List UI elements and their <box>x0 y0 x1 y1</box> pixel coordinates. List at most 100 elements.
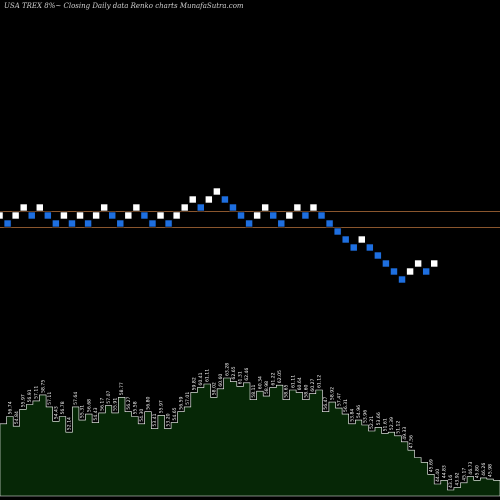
volume-label: 56.27 <box>126 396 132 409</box>
change-label: 8%~ <box>44 2 62 10</box>
renko-brick-up <box>309 203 318 212</box>
renko-brick-down <box>3 219 12 228</box>
volume-label: 58.11 <box>251 384 257 397</box>
renko-brick-down <box>390 267 398 276</box>
renko-brick-up <box>213 187 221 196</box>
renko-brick-down <box>422 267 430 276</box>
volume-label: 61.11 <box>205 369 211 382</box>
volume-label: 51.61 <box>382 418 388 431</box>
renko-brick-down <box>398 275 406 284</box>
volume-label: 57.11 <box>34 386 40 399</box>
volume-label: 61.22 <box>271 372 277 385</box>
renko-brick-up <box>0 211 4 220</box>
renko-brick-down <box>164 219 173 228</box>
renko-brick-down <box>221 195 229 204</box>
renko-brick-down <box>365 243 374 252</box>
volume-label: 56.68 <box>86 399 92 412</box>
renko-brick-down <box>237 211 245 220</box>
volume-label: 46.26 <box>481 463 487 476</box>
volume-label: 56.47 <box>323 396 329 409</box>
renko-brick-down <box>84 219 92 228</box>
caption-label: Closing Daily data Renko charts MunafaSu… <box>63 2 244 10</box>
volume-label: 57.07 <box>106 390 112 403</box>
volume-label: 58.60 <box>303 384 309 397</box>
volume-label: 61.31 <box>238 371 244 384</box>
volume-label: 49.33 <box>402 427 408 440</box>
volume-label: 58.92 <box>330 387 336 400</box>
renko-brick-up <box>11 211 20 220</box>
volume-label: 60.27 <box>310 378 316 391</box>
volume-label: 56.91 <box>27 389 33 402</box>
volume-label: 53.84 <box>350 409 356 422</box>
renko-brick-down <box>374 251 382 260</box>
volume-label: 56.17 <box>100 398 106 411</box>
volume-label: 54.30 <box>139 409 145 422</box>
renko-brick-down <box>68 219 76 228</box>
renko-brick-down <box>341 235 350 244</box>
renko-brick-down <box>116 219 125 228</box>
volume-label: 52.39 <box>389 417 395 430</box>
volume-label: 45.69 <box>428 459 434 472</box>
volume-label: 58.77 <box>119 382 125 395</box>
volume-label: 55.97 <box>159 400 165 413</box>
renko-brick-down <box>27 211 36 220</box>
volume-label: 59.82 <box>192 377 198 390</box>
volume-label: 62.46 <box>244 368 250 381</box>
volume-label: 45.17 <box>461 468 467 481</box>
volume-label: 54.43 <box>53 406 59 419</box>
volume-label: 60.64 <box>297 377 303 390</box>
renko-brick-down <box>148 219 157 228</box>
renko-brick-up <box>132 203 141 212</box>
renko-brick-up <box>430 259 439 268</box>
volume-label: 53.66 <box>376 412 382 425</box>
volume-label: 62.65 <box>231 366 237 379</box>
renko-brick-up <box>261 203 269 212</box>
volume-label: 56.31 <box>343 399 349 412</box>
renko-brick-up <box>172 211 181 220</box>
volume-label: 53.20 <box>165 413 171 426</box>
volume-label: 43.92 <box>455 472 461 485</box>
volume-label: 55.91 <box>113 398 119 411</box>
renko-brick-up <box>19 203 28 212</box>
renko-brick-down <box>325 219 334 228</box>
volume-label: 56.80 <box>146 396 152 409</box>
volume-step-area <box>0 377 500 497</box>
volume-label: 58.75 <box>40 380 46 393</box>
volume-label: 44.83 <box>442 465 448 478</box>
chart-header: USA TREX 8%~ Closing Daily data Renko ch… <box>4 2 244 10</box>
renko-brick-up <box>406 267 414 276</box>
volume-label: 55.31 <box>80 405 86 418</box>
volume-label: 57.11 <box>47 392 53 405</box>
renko-brick-down <box>229 203 237 212</box>
reference-lines <box>0 211 500 228</box>
renko-brick-up <box>188 195 197 204</box>
renko-brick-up <box>205 195 213 204</box>
volume-label: 54.96 <box>356 405 362 418</box>
renko-brick-down <box>245 219 253 228</box>
volume-label: 54.84 <box>14 411 20 424</box>
volume-label: 47.56 <box>409 435 415 448</box>
volume-label: 60.41 <box>198 372 204 385</box>
renko-brick-up <box>156 211 165 220</box>
renko-brick-up <box>76 211 84 220</box>
volume-label: 56.59 <box>178 396 184 409</box>
volume-label: 56.78 <box>60 401 66 414</box>
renko-brick-up <box>357 235 366 244</box>
renko-brick-up <box>100 203 109 212</box>
renko-brick-up <box>414 259 422 268</box>
volume-label: 58.02 <box>211 382 217 395</box>
renko-brick-down <box>382 259 390 268</box>
volume-label: 53.96 <box>363 410 369 423</box>
renko-brick-down <box>108 211 117 220</box>
renko-brick-up <box>253 211 261 220</box>
renko-brick-down <box>52 219 60 228</box>
renko-brick-down <box>333 227 342 236</box>
volume-label: 61.11 <box>290 375 296 388</box>
renko-brick-down <box>349 243 358 252</box>
ticker-label: USA TREX <box>4 2 43 10</box>
renko-brick-up <box>180 203 189 212</box>
renko-brick-down <box>140 211 149 220</box>
volume-label: 46.73 <box>468 461 474 474</box>
